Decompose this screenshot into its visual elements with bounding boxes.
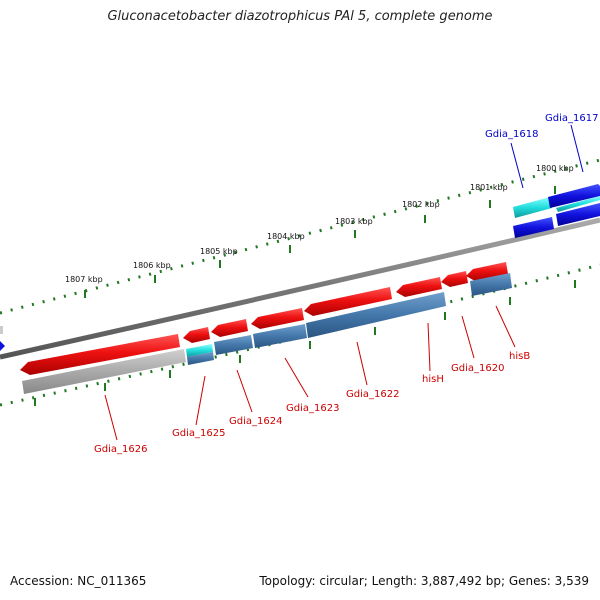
feature-gdia-1622-hisH[interactable] xyxy=(306,292,446,338)
cds-gdia-1623[interactable] xyxy=(251,308,304,329)
scale-label-1805: 1805 kbp xyxy=(200,247,238,256)
scale-label-1801: 1801 kbp xyxy=(470,183,508,192)
scale-label-1802: 1802 kbp xyxy=(402,200,440,209)
scale-label-1803: 1803 kbp xyxy=(335,217,373,226)
label-gdia-1620: Gdia_1620 xyxy=(451,363,504,374)
cds-gdia-1625[interactable] xyxy=(183,327,210,343)
label-gdia-1622: Gdia_1622 xyxy=(346,389,399,400)
blue-leader-lines xyxy=(510,124,584,189)
outer-major-ticks xyxy=(84,186,556,298)
scale-label-1806: 1806 kbp xyxy=(133,261,171,270)
genome-backbone xyxy=(0,217,600,360)
feature-gdia-1623[interactable] xyxy=(253,324,307,348)
cds-gdia-1617-inner[interactable] xyxy=(556,196,600,212)
scale-label-1807: 1807 kbp xyxy=(65,275,103,284)
scale-label-1800: 1800 kbp xyxy=(536,164,574,173)
cds-hisB[interactable] xyxy=(466,262,508,281)
label-gdia-1618: Gdia_1618 xyxy=(485,129,538,140)
cds-gdia-1622[interactable] xyxy=(304,287,392,316)
cds-hisH[interactable] xyxy=(396,277,442,297)
scale-label-1804: 1804 kbp xyxy=(267,232,305,241)
forward-strand-features xyxy=(20,184,600,375)
inner-scale-arc xyxy=(0,263,600,407)
cds-gdia-1618[interactable] xyxy=(513,197,552,218)
outer-scale-arc xyxy=(0,158,600,315)
cds-gdia-1624[interactable] xyxy=(211,319,248,337)
feature-hisB[interactable] xyxy=(470,273,512,296)
label-gdia-1626: Gdia_1626 xyxy=(94,444,147,455)
offscreen-feature-blue[interactable] xyxy=(0,341,5,351)
inner-major-ticks xyxy=(34,280,576,406)
feature-gdia-1625-blue[interactable] xyxy=(187,352,214,365)
offscreen-feature-gray[interactable] xyxy=(0,326,3,334)
label-gdia-1625: Gdia_1625 xyxy=(172,428,225,439)
annotation-features xyxy=(22,203,600,394)
map-title: Gluconacetobacter diazotrophicus PAl 5, … xyxy=(107,9,493,24)
cds-gdia-1620[interactable] xyxy=(441,271,468,287)
feature-gdia-1625-cyan[interactable] xyxy=(186,344,213,357)
cds-gdia-1626[interactable] xyxy=(20,334,180,375)
feature-gdia-1626-gray[interactable] xyxy=(22,349,186,394)
label-gdia-1617: Gdia_1617 xyxy=(545,113,598,124)
accession-label: Accession: NC_011365 xyxy=(10,574,147,588)
genome-summary: Topology: circular; Length: 3,887,492 bp… xyxy=(259,574,589,588)
label-gdia-1623: Gdia_1623 xyxy=(286,403,339,414)
label-hisB: hisB xyxy=(509,351,530,362)
feature-gdia-1618[interactable] xyxy=(513,217,554,238)
feature-gdia-1617[interactable] xyxy=(556,203,600,226)
cds-gdia-1617[interactable] xyxy=(548,184,600,208)
red-leader-lines xyxy=(104,305,516,441)
label-hisH: hisH xyxy=(422,374,444,385)
label-gdia-1624: Gdia_1624 xyxy=(229,416,282,427)
feature-gdia-1624[interactable] xyxy=(214,335,253,355)
